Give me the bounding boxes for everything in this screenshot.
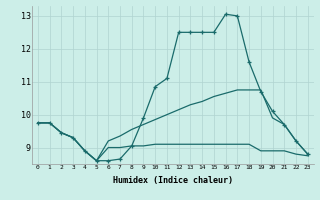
X-axis label: Humidex (Indice chaleur): Humidex (Indice chaleur) [113, 176, 233, 185]
